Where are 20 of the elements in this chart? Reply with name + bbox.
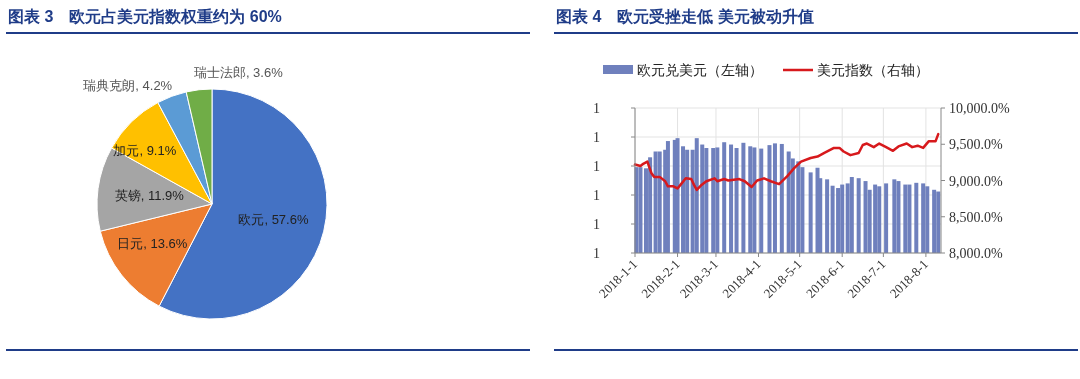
y-tick-label: 1 [593, 246, 600, 261]
legend-label: 欧元兑美元（左轴） [637, 62, 763, 78]
y2-tick-label: 8,500.0% [949, 209, 1003, 225]
y2-tick-label: 9,000.0% [949, 173, 1003, 189]
slice-label: 英镑, 11.9% [114, 188, 185, 204]
legend-label: 美元指数（右轴） [817, 62, 929, 78]
y2-tick-label: 9,500.0% [949, 137, 1003, 153]
chart-title: 图表 3 欧元占美元指数权重约为 60% [8, 7, 282, 25]
slice-label: 欧元, 57.6% [238, 211, 309, 227]
slice-label: 日元, 13.6% [117, 236, 188, 252]
slice-label: 瑞典克朗, 4.2% [83, 77, 173, 93]
y2-tick-label: 8,000.0% [949, 246, 1003, 261]
y-tick-label: 1 [593, 159, 600, 174]
slice-label: 瑞士法郎, 3.6% [193, 64, 284, 80]
chart-title: 图表 4 欧元受挫走低 美元被动升值 [556, 7, 814, 25]
y-tick-label: 1 [593, 130, 600, 145]
y-tick-label: 1 [593, 188, 600, 203]
y-tick-label: 1 [593, 101, 600, 116]
y-tick-label: 1 [593, 217, 600, 232]
y2-tick-label: 10,000.0% [949, 101, 1010, 116]
